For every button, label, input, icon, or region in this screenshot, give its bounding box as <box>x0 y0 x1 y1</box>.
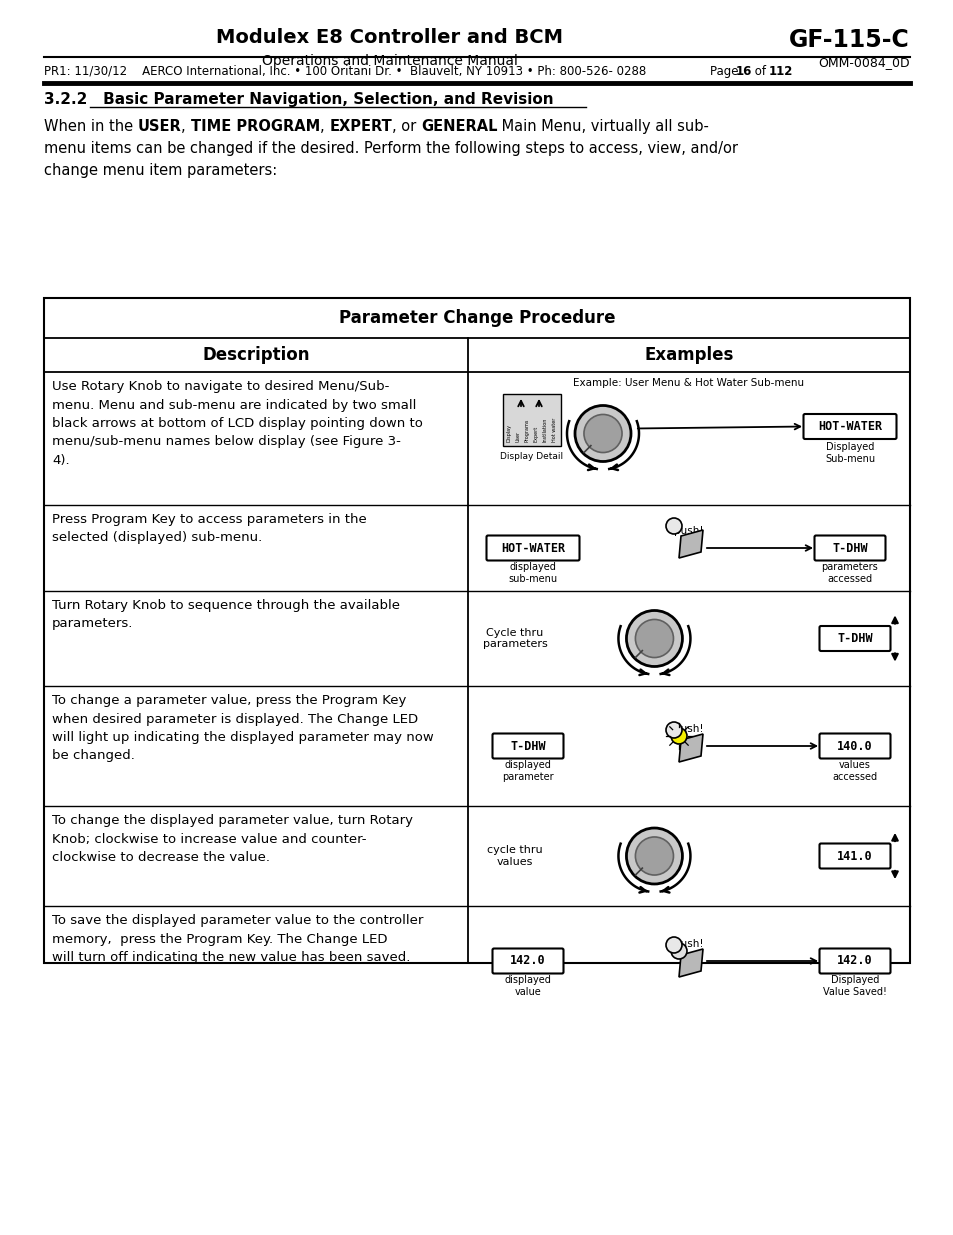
Text: Programs: Programs <box>524 419 530 442</box>
Text: T-DHW: T-DHW <box>837 632 872 645</box>
Text: Instllation: Instllation <box>542 417 547 442</box>
Text: cycle thru
values: cycle thru values <box>487 845 542 867</box>
Circle shape <box>665 517 681 534</box>
Circle shape <box>635 837 673 876</box>
FancyBboxPatch shape <box>802 414 896 438</box>
Text: Displayed
Value Saved!: Displayed Value Saved! <box>822 974 886 997</box>
Text: parameters
accessed: parameters accessed <box>821 562 878 584</box>
Circle shape <box>626 610 681 667</box>
Text: T-DHW: T-DHW <box>510 740 545 752</box>
Text: Use Rotary Knob to navigate to desired Menu/Sub-
menu. Menu and sub-menu are ind: Use Rotary Knob to navigate to desired M… <box>52 380 422 467</box>
Text: Page: Page <box>709 65 741 78</box>
Circle shape <box>670 944 686 960</box>
Text: 140.0: 140.0 <box>837 740 872 752</box>
Polygon shape <box>679 734 702 762</box>
Text: menu items can be changed if the desired. Perform the following steps to access,: menu items can be changed if the desired… <box>44 141 738 156</box>
FancyBboxPatch shape <box>819 948 889 973</box>
Bar <box>502 394 560 446</box>
Text: 142.0: 142.0 <box>510 955 545 967</box>
Text: Modulex E8 Controller and BCM: Modulex E8 Controller and BCM <box>216 28 563 47</box>
Text: Main Menu, virtually all sub-: Main Menu, virtually all sub- <box>497 119 708 135</box>
Text: ,: , <box>319 119 329 135</box>
Text: HOT-WATER: HOT-WATER <box>500 541 564 555</box>
Text: GF-115-C: GF-115-C <box>788 28 909 52</box>
Text: PR1: 11/30/12    AERCO International, Inc. • 100 Oritani Dr. •  Blauvelt, NY 109: PR1: 11/30/12 AERCO International, Inc. … <box>44 65 645 78</box>
Text: To change the displayed parameter value, turn Rotary
Knob; clockwise to increase: To change the displayed parameter value,… <box>52 814 413 864</box>
Text: Cycle thru
parameters: Cycle thru parameters <box>482 627 547 650</box>
Text: displayed
value: displayed value <box>504 974 551 997</box>
Text: Press Program Key to access parameters in the
selected (displayed) sub-menu.: Press Program Key to access parameters i… <box>52 513 366 545</box>
Text: Displayed
Sub-menu: Displayed Sub-menu <box>824 442 874 464</box>
Text: 112: 112 <box>768 65 793 78</box>
Text: Turn Rotary Knob to sequence through the available
parameters.: Turn Rotary Knob to sequence through the… <box>52 599 399 631</box>
Text: ,: , <box>181 119 191 135</box>
Text: displayed
sub-menu: displayed sub-menu <box>508 562 557 584</box>
Text: EXPERT: EXPERT <box>329 119 392 135</box>
Text: Display Detail: Display Detail <box>500 452 563 461</box>
Text: values
accessed: values accessed <box>832 760 877 782</box>
FancyBboxPatch shape <box>814 536 884 561</box>
Text: To save the displayed parameter value to the controller
memory,  press the Progr: To save the displayed parameter value to… <box>52 914 423 965</box>
Text: of: of <box>750 65 769 78</box>
Text: 141.0: 141.0 <box>837 850 872 862</box>
Text: GENERAL: GENERAL <box>420 119 497 135</box>
FancyBboxPatch shape <box>492 948 563 973</box>
Polygon shape <box>679 948 702 977</box>
Text: Display: Display <box>506 424 512 442</box>
Circle shape <box>575 405 630 462</box>
Circle shape <box>635 620 673 657</box>
FancyBboxPatch shape <box>492 734 563 758</box>
Text: push!: push! <box>674 526 703 536</box>
Text: HOT-WATER: HOT-WATER <box>817 420 882 433</box>
Text: push!: push! <box>674 724 703 734</box>
Text: Parameter Change Procedure: Parameter Change Procedure <box>338 309 615 327</box>
Circle shape <box>665 937 681 953</box>
Text: OMM-0084_0D: OMM-0084_0D <box>818 56 909 69</box>
Polygon shape <box>679 530 702 558</box>
Text: Description: Description <box>202 346 310 364</box>
Text: 16: 16 <box>735 65 752 78</box>
Text: Hot water: Hot water <box>552 417 557 442</box>
Text: User: User <box>516 431 520 442</box>
Text: Example: User Menu & Hot Water Sub-menu: Example: User Menu & Hot Water Sub-menu <box>573 378 803 388</box>
FancyBboxPatch shape <box>486 536 578 561</box>
Text: 142.0: 142.0 <box>837 955 872 967</box>
Circle shape <box>626 827 681 884</box>
Text: , or: , or <box>392 119 420 135</box>
Circle shape <box>665 722 681 739</box>
Text: Expert: Expert <box>534 426 538 442</box>
Circle shape <box>670 727 686 743</box>
FancyBboxPatch shape <box>819 626 889 651</box>
Text: TIME PROGRAM: TIME PROGRAM <box>191 119 319 135</box>
Text: T-DHW: T-DHW <box>831 541 867 555</box>
Text: When in the: When in the <box>44 119 137 135</box>
Text: push!: push! <box>674 939 703 948</box>
Text: Examples: Examples <box>643 346 733 364</box>
Bar <box>44 298 909 963</box>
Text: Operations and Maintenance Manual: Operations and Maintenance Manual <box>262 54 517 68</box>
Text: change menu item parameters:: change menu item parameters: <box>44 163 277 178</box>
Text: To change a parameter value, press the Program Key
when desired parameter is dis: To change a parameter value, press the P… <box>52 694 434 762</box>
FancyBboxPatch shape <box>819 844 889 868</box>
Text: USER: USER <box>137 119 181 135</box>
Text: displayed
parameter: displayed parameter <box>501 760 554 782</box>
FancyBboxPatch shape <box>819 734 889 758</box>
Text: 3.2.2   Basic Parameter Navigation, Selection, and Revision: 3.2.2 Basic Parameter Navigation, Select… <box>44 91 553 107</box>
Circle shape <box>583 415 621 452</box>
